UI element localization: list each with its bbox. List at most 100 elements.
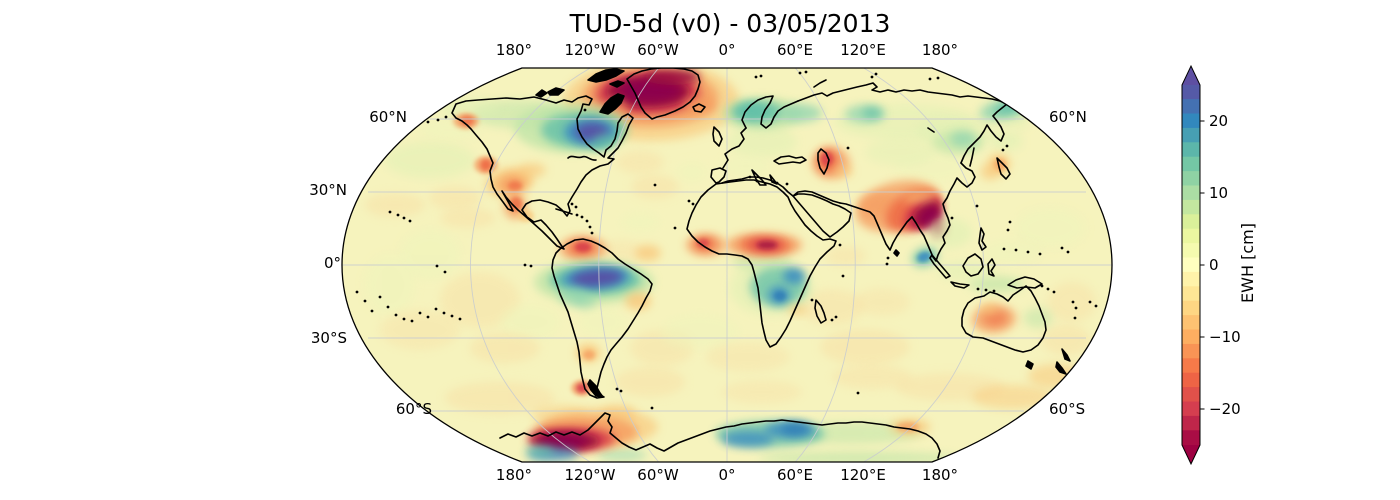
colorbar-band bbox=[1182, 228, 1200, 244]
ewh-anomaly-blob bbox=[615, 367, 685, 397]
island-dot bbox=[1006, 228, 1010, 232]
lat-label-right: 60°N bbox=[1049, 108, 1087, 126]
ewh-anomaly-blob bbox=[571, 269, 623, 287]
ewh-anomaly-blob bbox=[854, 288, 910, 316]
island-dot bbox=[575, 213, 579, 217]
coastline-path bbox=[1025, 360, 1034, 370]
coastline-path bbox=[792, 193, 852, 238]
ewh-anomaly-blob bbox=[573, 293, 597, 309]
colorbar-band bbox=[1182, 99, 1200, 115]
graticule-meridian bbox=[598, 68, 660, 462]
ewh-anomaly-blob bbox=[758, 452, 958, 462]
island-dot bbox=[1008, 220, 1012, 224]
ewh-anomaly-blob bbox=[732, 253, 792, 271]
island-dot bbox=[798, 71, 802, 75]
colorbar-band bbox=[1182, 286, 1200, 302]
island-dot bbox=[759, 74, 763, 78]
coastline-path bbox=[451, 95, 634, 250]
ewh-anomaly-blob bbox=[575, 242, 591, 252]
colorbar-tick-label: −10 bbox=[1209, 328, 1241, 346]
coastline-path bbox=[969, 147, 975, 167]
colorbar-tick-label: 20 bbox=[1209, 112, 1228, 130]
coastline-path bbox=[686, 179, 837, 348]
island-dot bbox=[370, 309, 374, 313]
ewh-anomaly-blob bbox=[526, 445, 554, 457]
ewh-anomaly-blob bbox=[904, 190, 936, 204]
colorbar-tick-label: 10 bbox=[1209, 184, 1228, 202]
island-dot bbox=[386, 305, 390, 309]
ewh-anomaly-blob bbox=[982, 240, 1042, 264]
ewh-anomaly-blob bbox=[480, 159, 492, 171]
ewh-anomaly-blob bbox=[539, 434, 587, 448]
coastline-path bbox=[547, 87, 565, 96]
coastline-path bbox=[996, 157, 1011, 180]
coastline-path bbox=[961, 285, 1047, 353]
island-dot bbox=[355, 290, 359, 294]
colorbar-band bbox=[1182, 127, 1200, 143]
lon-label-bottom: 180° bbox=[496, 466, 532, 484]
island-dot bbox=[619, 389, 623, 393]
island-dot bbox=[426, 120, 430, 124]
coastline-path bbox=[499, 412, 941, 459]
ewh-anomaly-blob bbox=[508, 181, 522, 191]
colorbar-band bbox=[1182, 329, 1200, 345]
island-dot bbox=[436, 118, 440, 122]
ewh-anomaly-blob bbox=[576, 383, 588, 393]
island-dot bbox=[928, 77, 932, 81]
coastline-path bbox=[741, 95, 799, 129]
island-dot bbox=[691, 202, 695, 206]
island-dot bbox=[1040, 284, 1044, 288]
island-dot bbox=[1052, 290, 1056, 294]
island-dot bbox=[976, 287, 980, 291]
colorbar-band bbox=[1182, 156, 1200, 172]
island-dot bbox=[1060, 246, 1064, 250]
island-dot bbox=[1088, 300, 1092, 304]
island-dot bbox=[1005, 144, 1009, 148]
island-dot bbox=[650, 406, 654, 410]
coastline-path bbox=[911, 162, 976, 262]
ewh-anomaly-blob bbox=[620, 212, 660, 232]
island-dot bbox=[1001, 148, 1005, 152]
colorbar-band bbox=[1182, 142, 1200, 158]
island-dot bbox=[885, 262, 889, 266]
colorbar-band bbox=[1182, 343, 1200, 359]
colorbar-tick-label: 0 bbox=[1209, 256, 1219, 274]
island-dot bbox=[874, 72, 878, 76]
ewh-anomaly-blob bbox=[380, 310, 460, 350]
coastline-path bbox=[814, 299, 827, 324]
island-dot bbox=[444, 115, 448, 119]
lon-label-top: 120°W bbox=[565, 41, 616, 59]
axis-labels: 180° 180° 120°W 120°W 60°W 60°W 0° 0° 60°E 60°E 12… bbox=[309, 41, 1087, 484]
lon-label-bottom: 120°W bbox=[565, 466, 616, 484]
colorbar-tick-label: −20 bbox=[1209, 400, 1241, 418]
ewh-anomaly-blob bbox=[706, 342, 790, 372]
coastline-path bbox=[1061, 348, 1071, 362]
island-dot bbox=[754, 75, 758, 79]
island-dot bbox=[992, 289, 996, 293]
island-dot bbox=[846, 146, 850, 150]
ewh-anomaly-blob bbox=[757, 241, 777, 249]
lat-label-right: 60°S bbox=[1049, 400, 1085, 418]
island-dot bbox=[410, 319, 414, 323]
colorbar-band bbox=[1182, 315, 1200, 331]
island-dot bbox=[443, 270, 447, 274]
island-dot bbox=[1074, 306, 1078, 310]
island-dot bbox=[755, 179, 759, 183]
lon-label-top: 60°E bbox=[777, 41, 813, 59]
coastline-path bbox=[893, 249, 900, 257]
ewh-anomaly-blob bbox=[500, 304, 560, 340]
colorbar-band bbox=[1182, 372, 1200, 388]
island-dot bbox=[523, 263, 527, 267]
island-dot bbox=[396, 213, 400, 217]
island-dot bbox=[1014, 248, 1018, 252]
ewh-anomaly-blob bbox=[928, 218, 972, 248]
ewh-anomaly-blob bbox=[660, 314, 740, 350]
ewh-anomaly-blob bbox=[635, 245, 661, 261]
colorbar-band bbox=[1182, 387, 1200, 403]
ewh-anomaly-blob bbox=[385, 142, 475, 178]
island-dot bbox=[834, 315, 838, 319]
ewh-anomaly-blob bbox=[1024, 308, 1052, 328]
island-dot bbox=[975, 204, 979, 208]
lat-label-left: 30°S bbox=[311, 329, 347, 347]
island-dot bbox=[841, 274, 845, 278]
